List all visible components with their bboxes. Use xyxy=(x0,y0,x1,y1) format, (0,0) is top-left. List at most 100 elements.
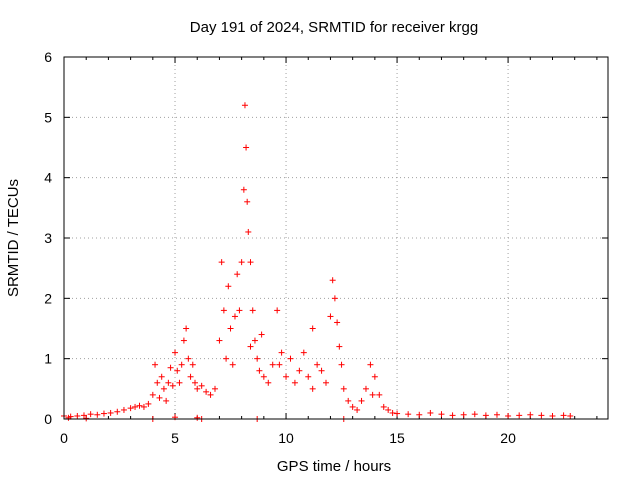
data-point xyxy=(254,355,261,362)
data-point xyxy=(207,391,214,398)
data-point xyxy=(249,307,256,314)
data-point xyxy=(247,343,254,350)
data-point xyxy=(278,349,285,356)
data-point xyxy=(160,385,167,392)
data-point xyxy=(438,411,445,418)
data-point xyxy=(274,307,281,314)
y-tick-label: 2 xyxy=(44,290,52,306)
data-point xyxy=(389,409,396,416)
y-tick-label: 4 xyxy=(44,170,52,186)
data-point xyxy=(362,385,369,392)
data-points xyxy=(61,102,574,422)
data-point xyxy=(183,325,190,332)
chart-title: Day 191 of 2024, SRMTID for receiver krg… xyxy=(190,19,478,36)
data-point xyxy=(185,355,192,362)
data-point xyxy=(189,361,196,368)
data-point xyxy=(203,388,210,395)
data-point xyxy=(127,405,134,412)
data-point xyxy=(223,355,230,362)
data-point xyxy=(238,259,245,266)
grid-lines xyxy=(64,57,608,419)
data-point xyxy=(94,411,101,418)
data-point xyxy=(140,403,147,410)
data-point xyxy=(231,313,238,320)
data-point xyxy=(176,379,183,386)
data-point xyxy=(334,319,341,326)
y-tick-label: 5 xyxy=(44,109,52,125)
data-point xyxy=(225,283,232,290)
data-point xyxy=(329,277,336,284)
axis-ticks: 0 5 10 15 20 0 1 2 3 4 5 6 xyxy=(44,49,608,446)
data-point xyxy=(283,373,290,380)
data-point xyxy=(174,367,181,374)
data-point xyxy=(309,385,316,392)
data-point xyxy=(482,412,489,419)
data-point xyxy=(300,349,307,356)
data-point xyxy=(167,364,174,371)
data-point xyxy=(549,412,556,419)
x-tick-label: 0 xyxy=(60,430,68,446)
data-point xyxy=(251,337,258,344)
data-point xyxy=(331,295,338,302)
data-point xyxy=(276,361,283,368)
data-point xyxy=(380,403,387,410)
data-point xyxy=(291,379,298,386)
data-point xyxy=(87,411,94,418)
data-point xyxy=(158,373,165,380)
data-point xyxy=(345,397,352,404)
data-point xyxy=(163,397,170,404)
data-point xyxy=(156,394,163,401)
data-point xyxy=(527,411,534,418)
x-tick-label: 15 xyxy=(389,430,405,446)
data-point xyxy=(367,361,374,368)
data-point xyxy=(229,361,236,368)
data-point xyxy=(296,367,303,374)
x-tick-label: 20 xyxy=(500,430,516,446)
y-axis-label: SRMTID / TECUs xyxy=(5,179,22,297)
data-point xyxy=(358,397,365,404)
data-point xyxy=(211,385,218,392)
data-point xyxy=(287,355,294,362)
data-point xyxy=(318,367,325,374)
data-point xyxy=(154,379,161,386)
data-point xyxy=(220,307,227,314)
x-axis-label: GPS time / hours xyxy=(277,458,391,475)
data-point xyxy=(385,406,392,413)
data-point xyxy=(349,403,356,410)
data-point xyxy=(198,382,205,389)
data-point xyxy=(136,402,143,409)
data-point xyxy=(471,411,478,418)
data-point xyxy=(354,406,361,413)
data-point xyxy=(338,361,345,368)
data-point xyxy=(314,361,321,368)
data-point xyxy=(416,411,423,418)
data-point xyxy=(172,349,179,356)
data-point xyxy=(493,411,500,418)
data-point xyxy=(216,337,223,344)
data-point xyxy=(80,412,87,419)
data-point xyxy=(305,373,312,380)
data-point xyxy=(265,379,272,386)
x-tick-label: 10 xyxy=(278,430,294,446)
data-point xyxy=(218,259,225,266)
data-point xyxy=(114,408,121,415)
data-point xyxy=(100,410,107,417)
data-point xyxy=(243,144,250,151)
data-point xyxy=(245,228,252,235)
plot-frame xyxy=(63,56,609,420)
data-point xyxy=(149,391,156,398)
data-point xyxy=(371,373,378,380)
data-point xyxy=(340,385,347,392)
data-point xyxy=(241,102,248,109)
data-point xyxy=(327,313,334,320)
data-point xyxy=(65,414,72,421)
data-point xyxy=(394,410,401,417)
data-point xyxy=(180,337,187,344)
data-point xyxy=(240,186,247,193)
data-point xyxy=(165,379,172,386)
data-point xyxy=(145,400,152,407)
data-point xyxy=(227,325,234,332)
y-tick-label: 0 xyxy=(44,411,52,427)
data-point xyxy=(538,412,545,419)
data-point xyxy=(120,406,127,413)
